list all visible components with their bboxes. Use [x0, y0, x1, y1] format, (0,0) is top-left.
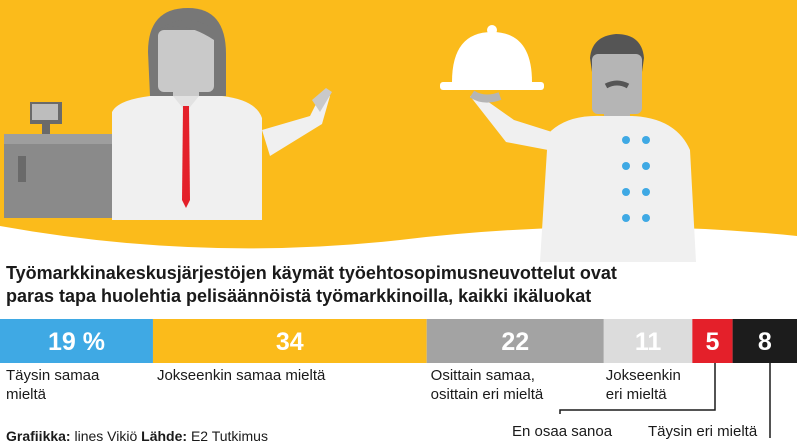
category-label-jokseenkin-eri-mielta: Jokseenkin eri mieltä [605, 367, 681, 403]
chart-title-line-1: Työmarkkinakeskusjärjestöjen käymät työe… [6, 263, 617, 283]
value-label-jokseenkin-samaa-mielta: 34 [276, 328, 304, 356]
category-label-taysin-eri-mielta: Täysin eri mieltä [648, 423, 758, 440]
category-label-en-osaa-sanoa: En osaa sanoa [512, 423, 613, 440]
bar-segment-jokseenkin-eri-mielta [603, 319, 693, 363]
value-label-taysin-samaa-mielta: 19 % [48, 328, 105, 356]
chart-title: Työmarkkinakeskusjärjestöjen käymät työe… [6, 262, 796, 308]
waiter-chef-icon [470, 34, 696, 262]
bar-segment-en-osaa-sanoa [692, 319, 733, 363]
source-value: E2 Tutkimus [190, 428, 268, 444]
category-label-taysin-samaa-mielta: Täysin samaa mieltä [6, 367, 100, 403]
category-label-osittain-samaa-osittain-eri-mielta: Osittain samaa, osittain eri mieltä [430, 367, 544, 403]
source-label: Lähde: [141, 428, 188, 444]
bar-segment-taysin-eri-mielta [732, 319, 797, 363]
value-label-osittain-samaa-osittain-eri-mielta: 22 [501, 328, 529, 356]
bar-segment-osittain-samaa-osittain-eri-mielta [426, 319, 604, 363]
credits: Grafiikka: lines Vikiö Lähde: E2 Tutkimu… [6, 428, 268, 444]
value-label-jokseenkin-eri-mielta: 11 [635, 328, 662, 356]
graphics-label: Grafiikka: [6, 428, 71, 444]
bar-segment-taysin-samaa-mielta [0, 319, 153, 363]
value-label-taysin-eri-mielta: 8 [758, 328, 772, 356]
bar-segment-jokseenkin-samaa-mielta [152, 319, 427, 363]
stacked-bar: 19 % 34 22 11 5 8 [0, 319, 797, 363]
serving-cloche-icon [440, 25, 544, 103]
graphics-value: lines Vikiö [74, 428, 138, 444]
category-label-jokseenkin-samaa-mielta: Jokseenkin samaa mieltä [156, 367, 326, 384]
header-illustration [0, 0, 797, 262]
value-label-en-osaa-sanoa: 5 [706, 328, 720, 356]
chart-title-line-2: paras tapa huolehtia pelisäännöistä työm… [6, 286, 592, 306]
cash-register-icon [4, 102, 122, 218]
cashier-woman-icon [112, 8, 332, 220]
